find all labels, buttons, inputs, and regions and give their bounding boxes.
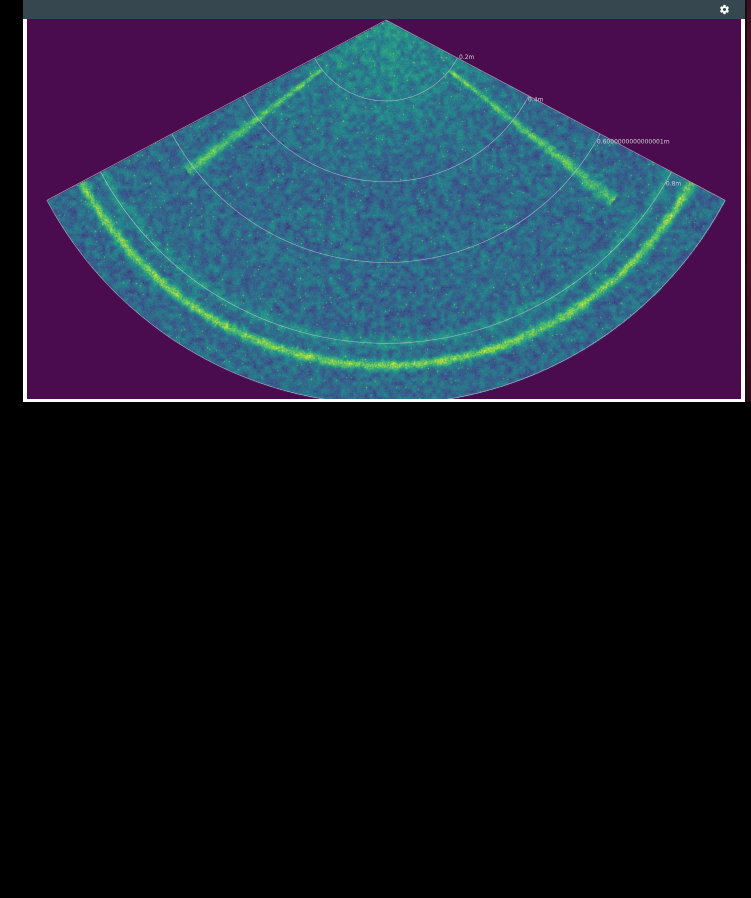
fan-outline [46,19,726,399]
settings-button[interactable] [716,1,732,17]
sonar-fan-image [27,19,741,399]
window-edge [745,0,751,402]
sonar-plot[interactable]: 0.2m 0.4m 0.6000000000000001m 0.8m [27,19,741,399]
sonar-window: 0.2m 0.4m 0.6000000000000001m 0.8m [23,0,745,402]
toolbar [23,0,745,19]
range-arc [242,95,530,183]
range-arc [314,57,458,102]
range-label: 0.8m [666,181,682,188]
range-label: 0.4m [528,96,544,103]
range-arc [171,133,601,263]
range-arc [100,171,672,344]
range-label: 0.2m [459,54,475,61]
range-label: 0.6000000000000001m [597,139,670,146]
gear-icon [719,0,730,19]
range-overlay: 0.2m 0.4m 0.6000000000000001m 0.8m [46,19,726,399]
